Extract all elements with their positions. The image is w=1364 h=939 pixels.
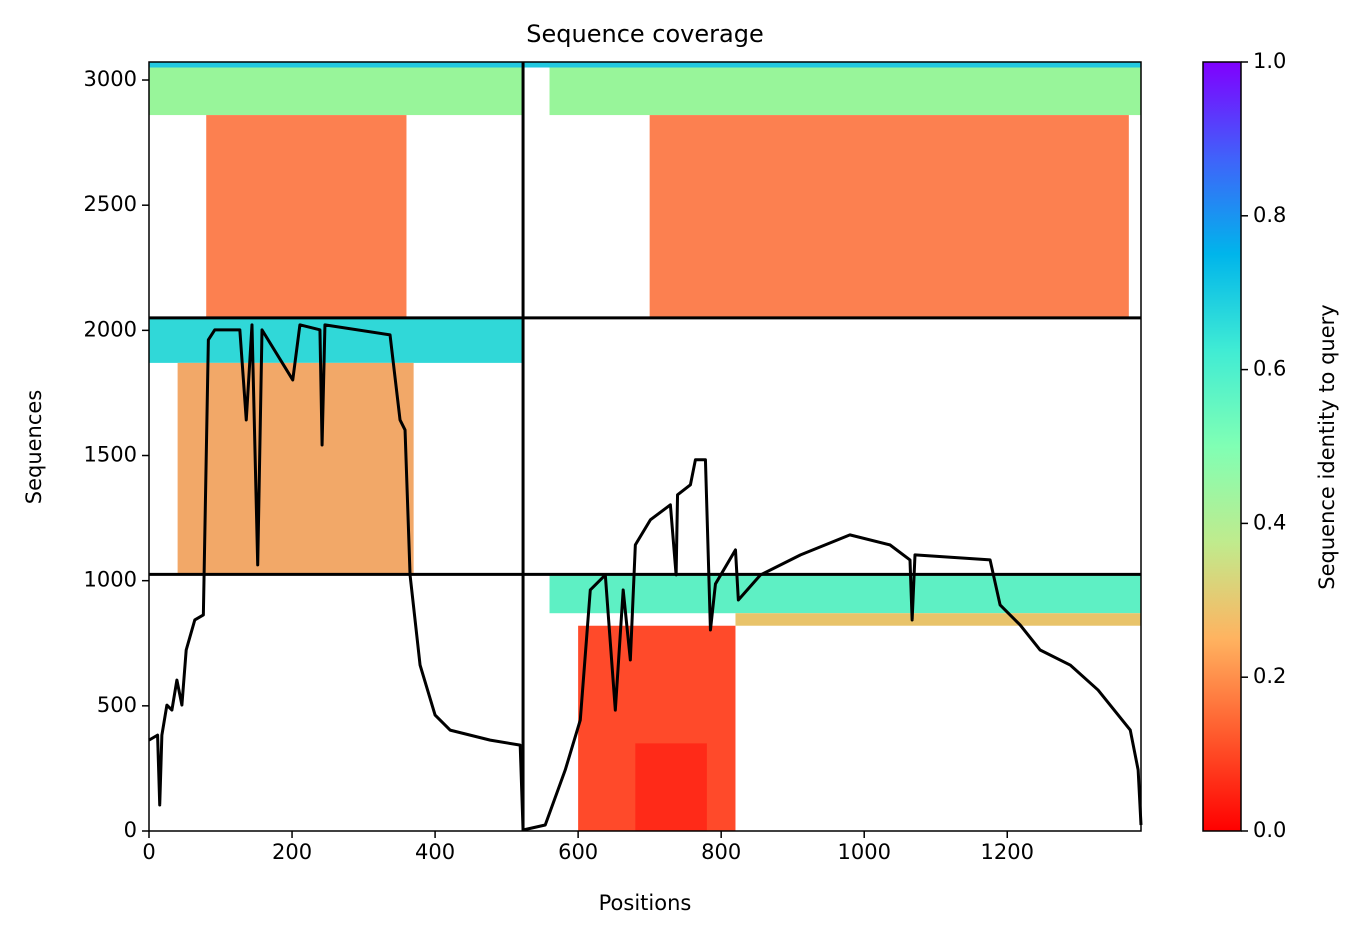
x-tick-label: 1200 (981, 840, 1034, 864)
coverage-block (149, 62, 524, 68)
colorbar-tick-label: 0.8 (1253, 203, 1286, 227)
y-tick-label: 0 (124, 818, 137, 842)
coverage-block (549, 574, 1141, 614)
y-tick-label: 1500 (84, 443, 137, 467)
colorbar-tick-label: 0.2 (1253, 664, 1286, 688)
colorbar (1202, 61, 1242, 832)
y-tick-label: 2500 (84, 192, 137, 216)
coverage-block (635, 743, 707, 831)
y-tick-label: 3000 (84, 67, 137, 91)
y-tick-label: 500 (97, 693, 137, 717)
coverage-block (735, 613, 1141, 626)
x-tick-label: 200 (272, 840, 312, 864)
coverage-block (523, 62, 1141, 68)
colorbar-label: Sequence identity to query (1315, 304, 1339, 589)
coverage-block (149, 67, 524, 116)
coverage-block (149, 317, 524, 363)
colorbar-tick-label: 1.0 (1253, 49, 1286, 73)
coverage-block (177, 362, 414, 575)
coverage-block (649, 115, 1129, 318)
x-tick-label: 1000 (837, 840, 890, 864)
colorbar-tick-label: 0.0 (1253, 818, 1286, 842)
x-axis-label: Positions (599, 891, 692, 915)
x-tick-label: 600 (558, 840, 598, 864)
y-tick-label: 2000 (84, 317, 137, 341)
coverage-block (549, 67, 1141, 116)
x-tick-label: 800 (701, 840, 741, 864)
y-axis-label: Sequences (22, 390, 46, 505)
x-tick-label: 0 (142, 840, 155, 864)
plot-frame (148, 61, 1142, 832)
chart-title: Sequence coverage (526, 20, 763, 48)
x-tick-label: 400 (415, 840, 455, 864)
coverage-block (206, 115, 407, 318)
coverage-line (148, 323, 1143, 832)
y-tick-label: 1000 (84, 568, 137, 592)
colorbar-tick-label: 0.6 (1253, 357, 1286, 381)
colorbar-tick-label: 0.4 (1253, 510, 1286, 534)
